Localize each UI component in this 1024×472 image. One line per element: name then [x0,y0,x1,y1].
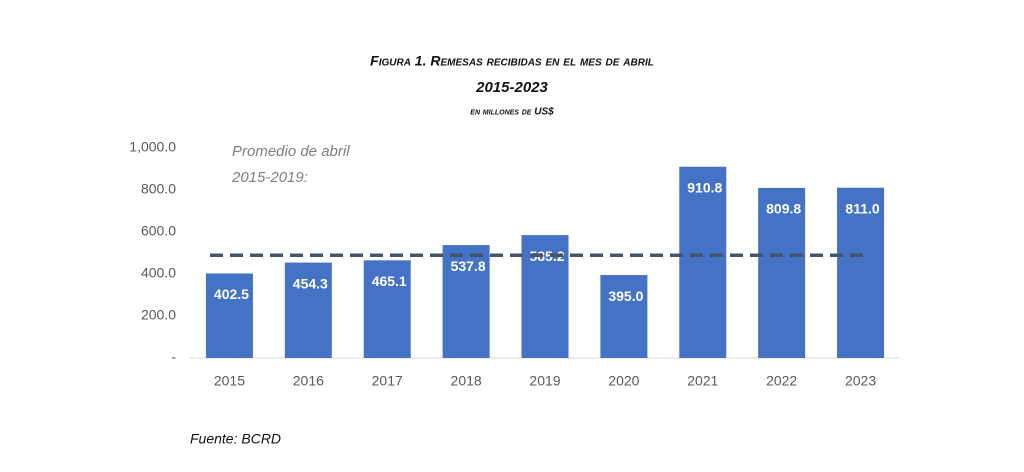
bar [442,245,490,358]
value-label: 910.8 [687,179,722,195]
x-tick-label: 2017 [372,373,403,389]
average-annotation: Promedio de abril [232,143,350,160]
source-note: Fuente: BCRD [190,431,281,447]
bar [758,187,806,358]
bar [284,262,332,358]
average-annotation: 2015-2019: [231,169,308,186]
x-tick-label: 2015 [214,373,245,389]
y-tick-label: 200.0 [141,307,176,323]
unit-label: en millones de US$ [470,107,554,118]
chart-subtitle: 2015-2023 [475,79,548,96]
bar [205,273,253,358]
x-tick-label: 2023 [845,373,876,389]
y-tick-label: 600.0 [141,223,176,239]
bar [363,260,411,358]
bar [679,166,727,358]
y-tick-label: - [171,349,176,365]
x-tick-label: 2018 [451,373,482,389]
chart-title: Figura 1. Remesas recibidas en el mes de… [370,53,654,69]
value-label: 395.0 [608,288,643,304]
x-tick-label: 2016 [293,373,324,389]
bar [600,275,648,358]
value-label: 811.0 [845,200,879,216]
x-tick-label: 2022 [766,373,797,389]
y-tick-label: 800.0 [141,181,176,197]
y-tick-label: 1,000.0 [129,139,176,155]
value-label: 809.8 [766,201,801,217]
bar [837,187,885,358]
x-tick-label: 2020 [608,373,639,389]
x-tick-label: 2019 [529,373,560,389]
y-tick-label: 400.0 [141,265,176,281]
value-label: 537.8 [451,258,486,274]
value-label: 402.5 [214,286,249,302]
value-label: 454.3 [293,275,328,291]
value-label: 465.1 [372,273,407,289]
x-tick-label: 2021 [687,373,718,389]
value-label: 585.2 [529,248,564,264]
